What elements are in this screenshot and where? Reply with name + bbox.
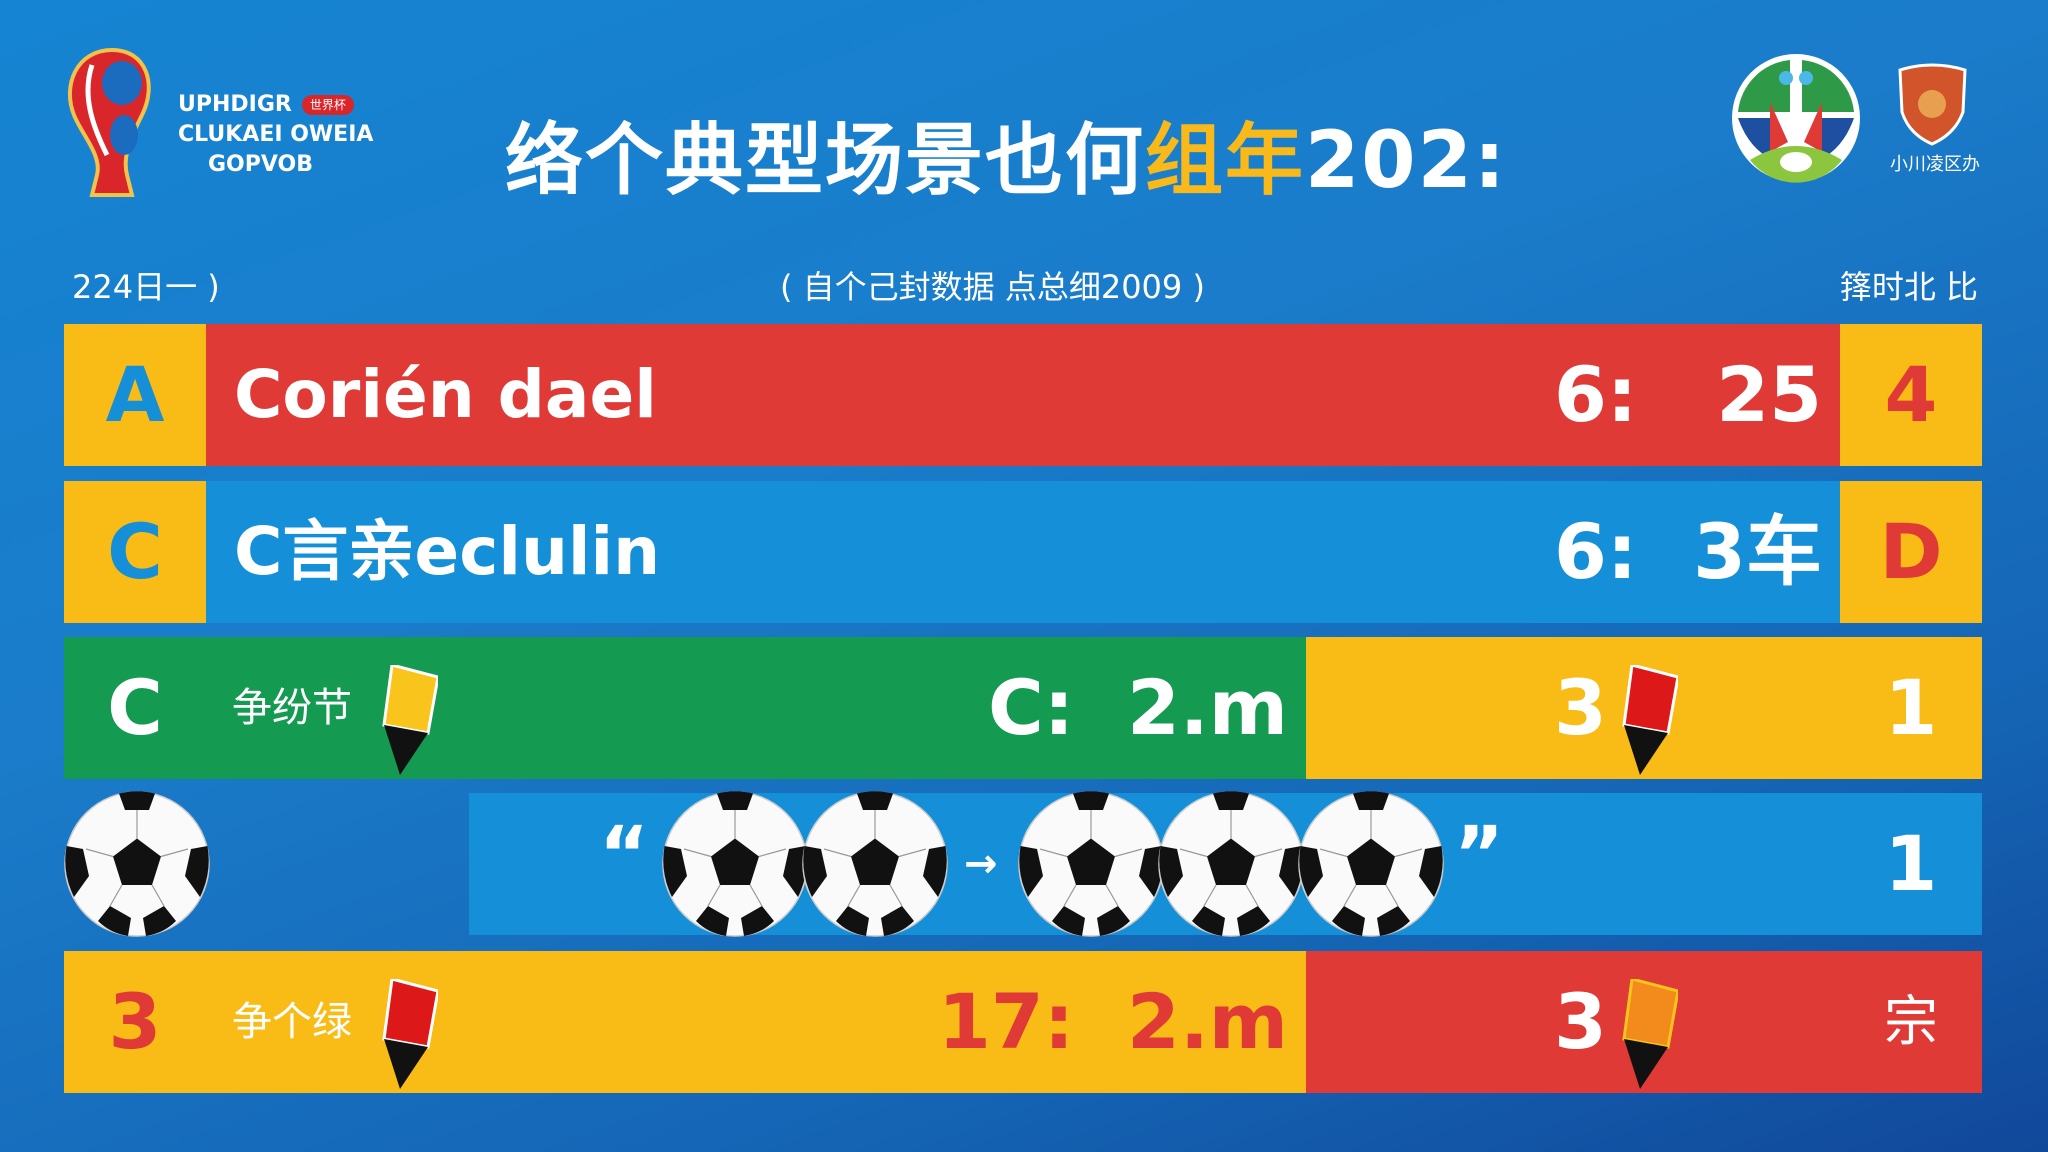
logo-line: GOPVOB — [208, 152, 313, 177]
score: 17: 2.m — [937, 977, 1288, 1066]
soccer-ball-icon — [800, 789, 950, 939]
subheader-right: 箨时北 比 — [1839, 268, 1978, 306]
score-left: 6: — [1554, 350, 1638, 439]
score: C: 2.m — [987, 663, 1288, 752]
row-right-value: 宗 — [1884, 990, 1938, 1053]
count: 3 — [1554, 663, 1607, 752]
soccer-ball-icon — [1296, 789, 1446, 939]
row-label: 争纷节 — [232, 685, 352, 731]
letter-box — [64, 481, 206, 623]
team-name: Corién dael — [234, 356, 657, 433]
quote-close: ” — [1454, 809, 1504, 898]
row-right-value: D — [1879, 507, 1943, 596]
right-box — [1840, 481, 1982, 623]
page-title: 络个典型场景也何组年202: — [505, 98, 1507, 210]
row-right-value: 4 — [1884, 350, 1938, 439]
orange-card-icon — [1620, 977, 1680, 1089]
subheader-center: ( 自个己封数据 点总细2009 ) — [780, 268, 1205, 306]
green-segment — [64, 637, 1306, 779]
soccer-ball-icon — [1016, 789, 1166, 939]
arrow-icon: → — [964, 841, 998, 887]
title-year: 202: — [1305, 116, 1508, 206]
score-right: 25 — [1716, 350, 1822, 439]
logo-line-1: UPHDIGR 世界杯 — [178, 90, 373, 120]
team-name: C言亲eclulin — [234, 513, 661, 590]
red-card-icon — [380, 977, 440, 1089]
row-right-value: 1 — [1884, 663, 1938, 752]
yellow-segment — [64, 951, 1306, 1093]
score-row-2: C C言亲eclulin 6: 3车 D — [64, 481, 1982, 623]
right-box — [1840, 324, 1982, 466]
logo-badge: 世界杯 — [301, 95, 354, 115]
row-letter: 3 — [108, 977, 162, 1066]
club-logo-text: 小川凌区办 — [1890, 154, 1980, 175]
logo-left-text: UPHDIGR 世界杯 CLUKAEI OWEIA GOPVOB — [178, 90, 373, 180]
soccer-ball-icon — [1156, 789, 1306, 939]
subheader-left: 224日一 ) — [72, 268, 220, 306]
score-left: 6: — [1554, 507, 1638, 596]
soccer-ball-icon — [62, 789, 212, 939]
score-row-3: C 争纷节 C: 2.m 3 1 — [64, 637, 1982, 779]
count: 3 — [1554, 977, 1607, 1066]
yellow-card-icon — [380, 663, 440, 775]
row-letter: C — [107, 663, 163, 752]
row-letter: C — [107, 507, 163, 596]
quote-open: “ — [599, 809, 649, 898]
club-shield-logo — [1895, 62, 1970, 147]
score-row-5: 3 争个绿 17: 2.m 3 宗 — [64, 951, 1982, 1093]
score-row-1: A Corién dael 6: 25 4 — [64, 324, 1982, 466]
balls-row: “ → ” 1 — [64, 793, 1982, 935]
letter-box — [64, 324, 206, 466]
euro-logo — [1730, 52, 1862, 184]
score-right: 3车 — [1693, 507, 1822, 596]
title-highlight: 组年 — [1145, 116, 1306, 206]
soccer-ball-icon — [660, 789, 810, 939]
row-letter: A — [105, 350, 165, 439]
logo-line: CLUKAEI OWEIA — [178, 122, 374, 147]
world-cup-trophy-logo — [62, 45, 162, 200]
red-card-icon — [1620, 663, 1680, 775]
title-main: 络个典型场景也何 — [505, 116, 1146, 206]
row-right-value: 1 — [1884, 819, 1938, 908]
logo-line: UPHDIGR — [178, 92, 292, 117]
row-label: 争个绿 — [232, 999, 352, 1045]
